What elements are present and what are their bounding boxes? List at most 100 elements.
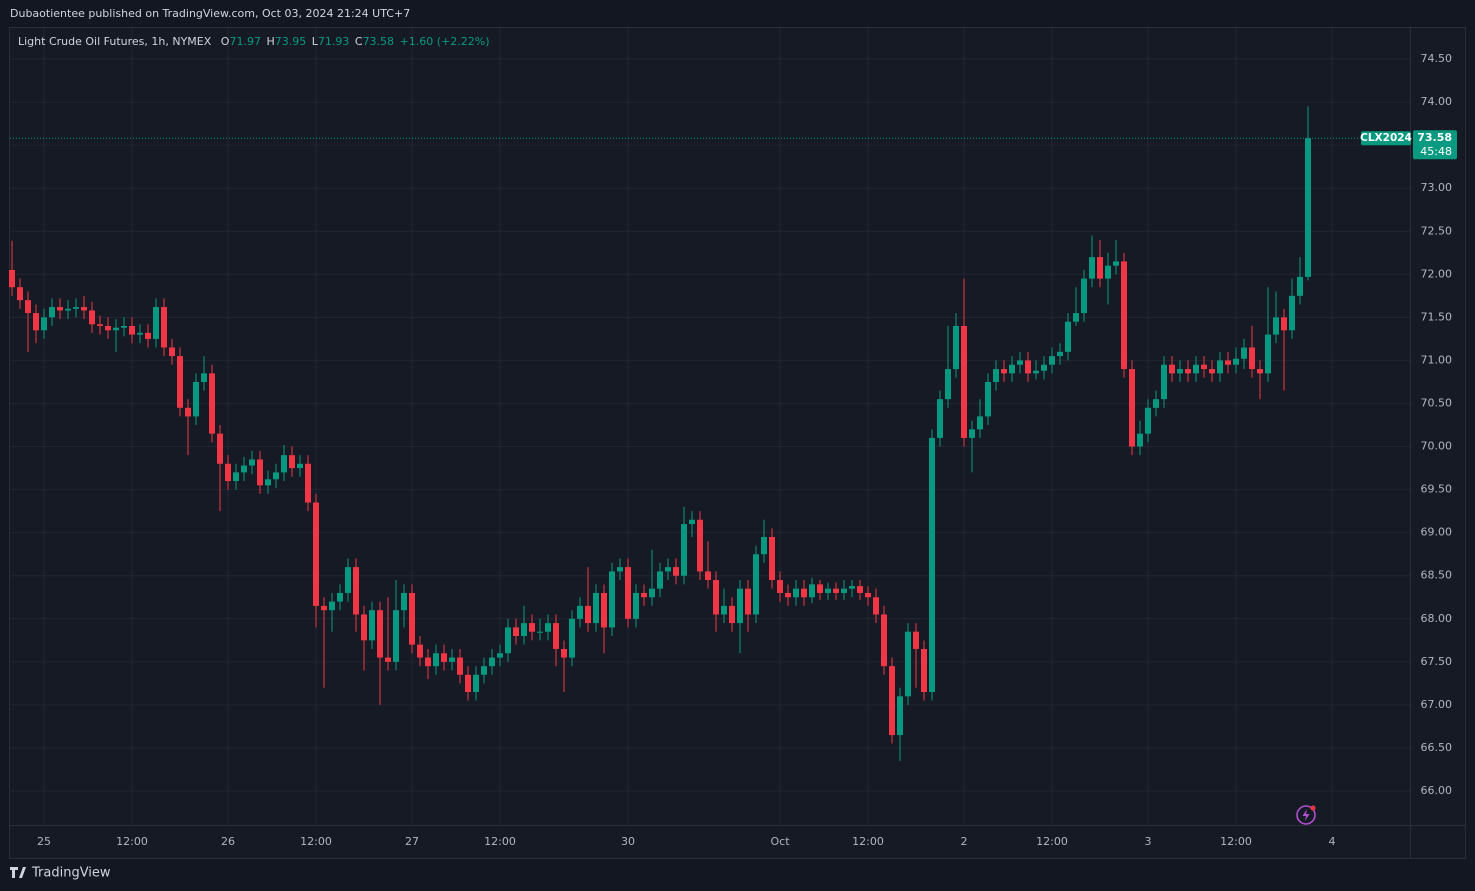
candle-body: [713, 580, 719, 615]
x-tick-label: 3: [1145, 835, 1152, 848]
x-tick-label: 12:00: [1036, 835, 1068, 848]
candle-body: [1121, 261, 1127, 370]
symbol-legend: Light Crude Oil Futures, 1h, NYMEX O 71.9…: [18, 35, 490, 48]
y-tick-label: 69.50: [1421, 483, 1453, 496]
candle-body: [985, 381, 991, 417]
candle-body: [1297, 276, 1303, 296]
candle-body: [233, 472, 239, 482]
candle-body: [1233, 358, 1239, 365]
legend-l: L: [312, 35, 319, 48]
x-tick-label: Oct: [770, 835, 790, 848]
candle-body: [1257, 369, 1263, 374]
y-tick-label: 67.50: [1421, 655, 1453, 668]
candle-body: [825, 588, 831, 593]
candle-body: [977, 416, 983, 430]
x-tick-label: 4: [1329, 835, 1336, 848]
candle-body: [433, 653, 439, 667]
candle-body: [1049, 356, 1055, 365]
chart-panel: [9, 27, 1466, 859]
y-tick-label: 73.00: [1421, 181, 1453, 194]
candle-body: [457, 657, 463, 675]
candle-body: [745, 588, 751, 615]
candle-body: [681, 524, 687, 576]
candle-body: [49, 307, 55, 318]
candle-body: [17, 287, 23, 301]
legend-title: Light Crude Oil Futures, 1h, NYMEX: [18, 35, 212, 48]
candle-body: [265, 479, 271, 486]
alert-circle: [1296, 805, 1316, 825]
legend-c: C: [355, 35, 363, 48]
candle-body: [361, 614, 367, 641]
candle-body: [329, 601, 335, 611]
brand: TradingView: [10, 866, 111, 881]
candle-body: [513, 627, 519, 637]
candle-body: [697, 519, 703, 572]
candle-body: [81, 307, 87, 311]
candle-body: [1089, 257, 1095, 279]
candle-body: [1193, 364, 1199, 374]
y-tick-label: 74.50: [1421, 52, 1453, 65]
candle-body: [945, 369, 951, 400]
candle-body: [257, 459, 263, 486]
candle-body: [721, 605, 727, 615]
legend-o: O: [221, 35, 230, 48]
candle-body: [345, 567, 351, 593]
candle-body: [561, 648, 567, 658]
candle-body: [1305, 138, 1311, 277]
x-tick-label: 25: [37, 835, 51, 848]
candle-body: [633, 592, 639, 619]
x-tick-label: 26: [221, 835, 235, 848]
candle-body: [993, 369, 999, 382]
candle-body: [9, 270, 15, 288]
x-tick-label: 12:00: [300, 835, 332, 848]
y-tick-label: 69.00: [1421, 526, 1453, 539]
legend-h: H: [266, 35, 274, 48]
candle-body: [649, 588, 655, 598]
alert-icon[interactable]: [1296, 805, 1316, 825]
candle-body: [865, 592, 871, 598]
candle-body: [553, 623, 559, 649]
candle-body: [1217, 360, 1223, 374]
candle-body: [313, 502, 319, 606]
legend-low: 71.93: [318, 35, 350, 48]
candle-body: [337, 592, 343, 602]
candle-body: [473, 674, 479, 693]
candle-body: [537, 631, 543, 633]
candle-body: [705, 571, 711, 581]
x-tick-label: 12:00: [852, 835, 884, 848]
candle-body: [737, 588, 743, 624]
candle-body: [57, 307, 63, 311]
candle-body: [1129, 369, 1135, 447]
candle-body: [625, 567, 631, 619]
candle-body: [593, 592, 599, 624]
y-tick-label: 70.50: [1421, 396, 1453, 409]
candle-body: [1017, 360, 1023, 365]
candle-body: [1169, 364, 1175, 374]
axes: 66.00 66.50 67.00 67.50 68.00 68.50 69.00 69.50…: [10, 52, 1457, 848]
candle-body: [209, 373, 215, 434]
candle-body: [113, 327, 119, 331]
candle-body: [1065, 321, 1071, 352]
candle-body: [129, 325, 135, 335]
candle-body: [521, 623, 527, 637]
candle-body: [249, 459, 255, 466]
candle-body: [393, 610, 399, 662]
candle-body: [377, 610, 383, 658]
candle-body: [1153, 399, 1159, 408]
candle-body: [729, 605, 735, 624]
candle-body: [1001, 369, 1007, 374]
y-tick-label: 71.50: [1421, 310, 1453, 323]
candle-body: [225, 463, 231, 482]
candle-body: [321, 605, 327, 611]
candle-body: [353, 567, 359, 615]
candle-body: [657, 571, 663, 589]
legend-close: 73.58: [363, 35, 395, 48]
x-tick-label: 12:00: [484, 835, 516, 848]
candle-body: [497, 653, 503, 658]
y-tick-label: 70.00: [1421, 440, 1453, 453]
candle-body: [937, 399, 943, 438]
y-tick-label: 71.00: [1421, 353, 1453, 366]
candle-body: [89, 310, 95, 325]
candle-body: [817, 584, 823, 593]
candle-body: [489, 657, 495, 667]
